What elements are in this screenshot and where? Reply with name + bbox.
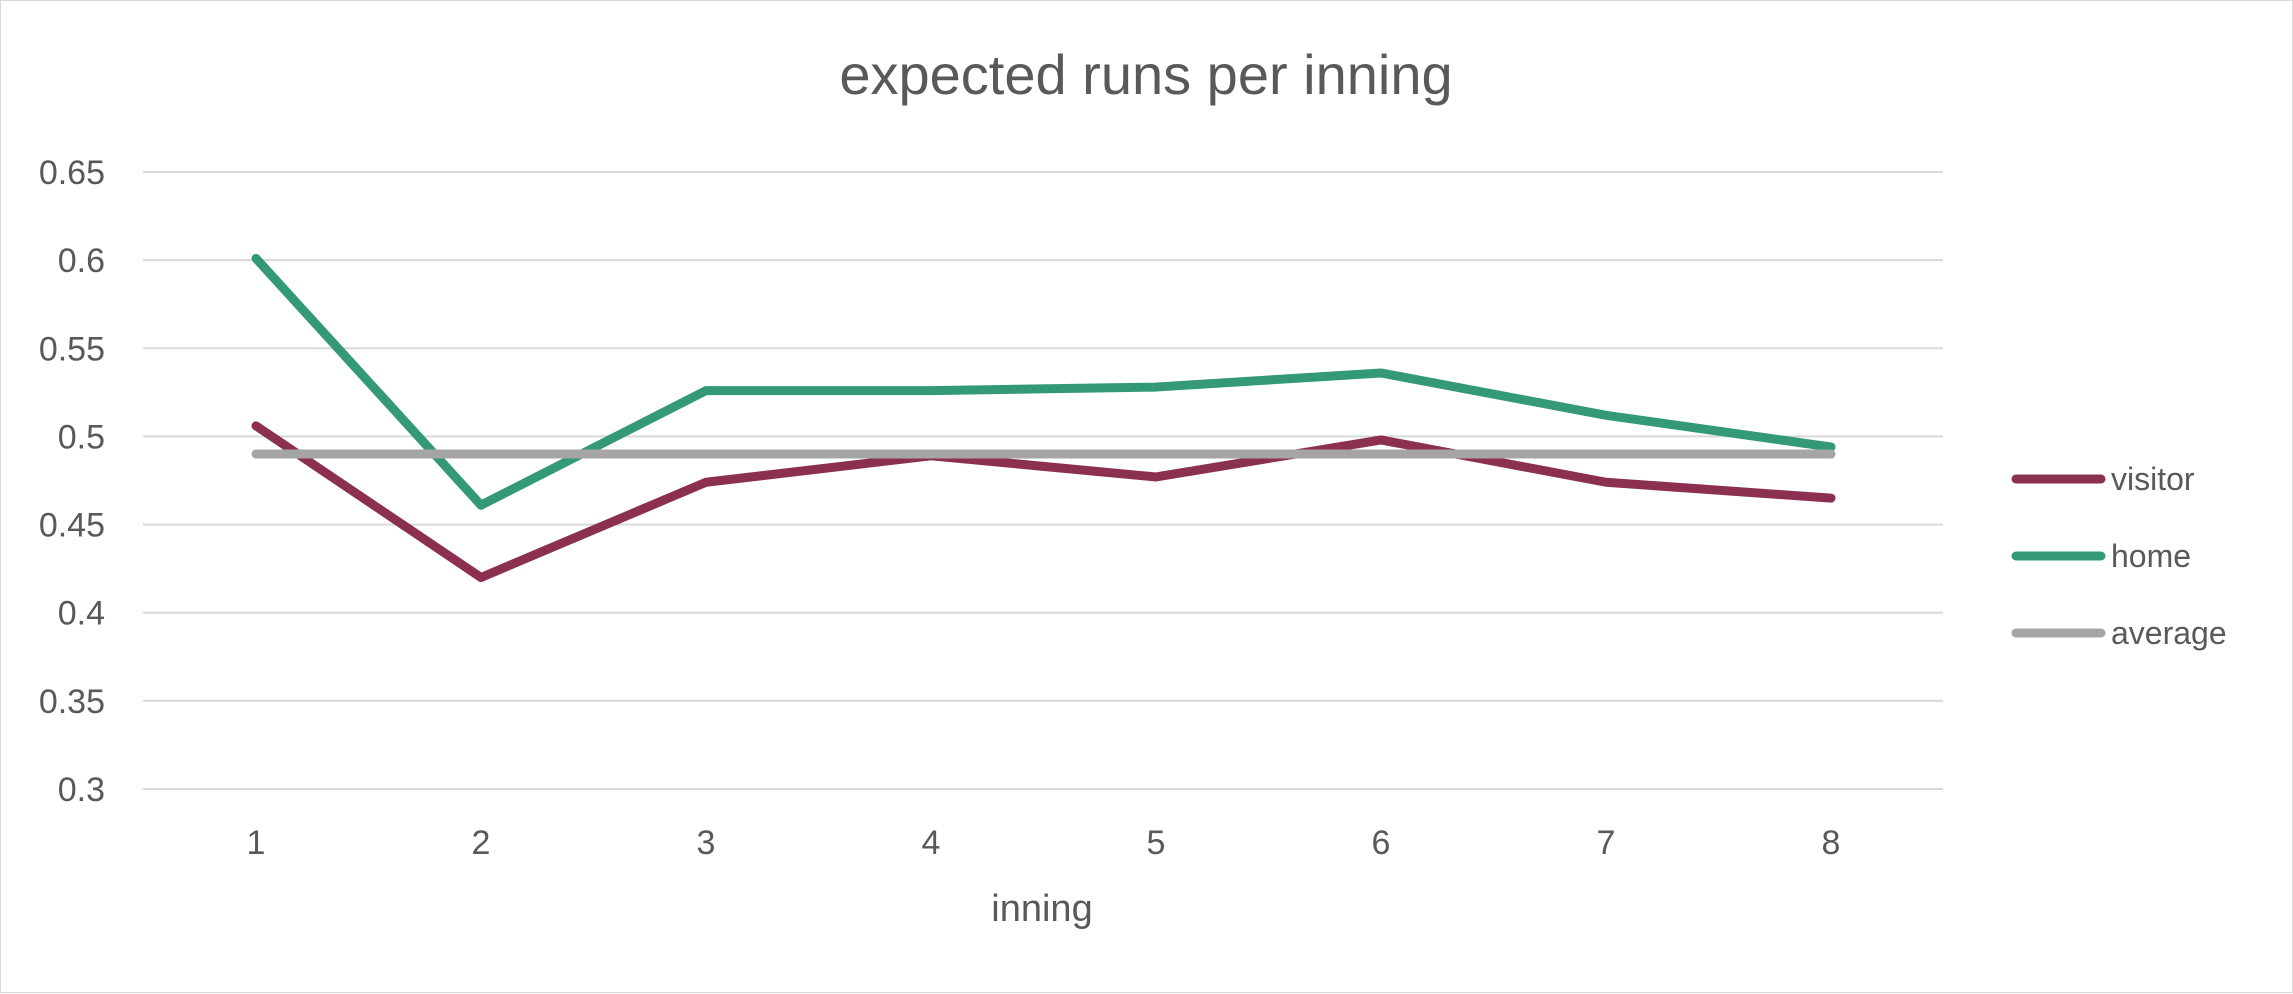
- y-tick-label: 0.6: [58, 242, 105, 280]
- x-tick-label: 2: [472, 824, 491, 862]
- x-tick-label: 1: [247, 824, 266, 862]
- y-tick-label: 0.5: [58, 418, 105, 456]
- y-tick-label: 0.45: [39, 507, 105, 545]
- y-tick-label: 0.55: [39, 330, 105, 368]
- y-axis-tick-labels: 0.65 0.6 0.55 0.5 0.45 0.4 0.35 0.3: [39, 154, 105, 809]
- x-tick-label: 4: [922, 824, 941, 862]
- chart-title: expected runs per inning: [839, 43, 1452, 106]
- gridlines: [143, 171, 1943, 790]
- y-tick-label: 0.4: [58, 595, 105, 633]
- series-line-home: [251, 253, 1836, 510]
- series-line-visitor: [251, 421, 1836, 582]
- legend-label-home: home: [2111, 538, 2191, 574]
- x-axis-tick-labels: 1 2 3 4 5 6 7 8: [247, 824, 1841, 862]
- x-tick-label: 5: [1147, 824, 1166, 862]
- y-tick-label: 0.3: [58, 771, 105, 809]
- x-axis-label: inning: [991, 888, 1092, 930]
- x-tick-label: 6: [1372, 824, 1391, 862]
- legend-label-average: average: [2111, 615, 2227, 651]
- x-tick-label: 3: [697, 824, 716, 862]
- legend: visitor home average: [2011, 461, 2227, 651]
- legend-label-visitor: visitor: [2111, 461, 2195, 497]
- y-tick-label: 0.35: [39, 683, 105, 721]
- y-tick-label: 0.65: [39, 154, 105, 192]
- x-tick-label: 8: [1822, 824, 1841, 862]
- x-tick-label: 7: [1597, 824, 1616, 862]
- series-lines: [251, 253, 1836, 582]
